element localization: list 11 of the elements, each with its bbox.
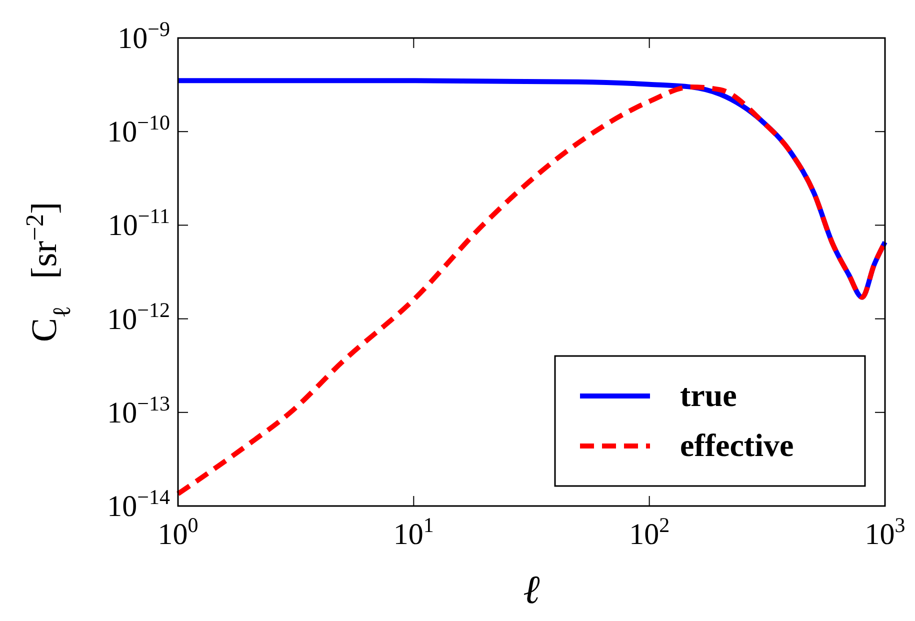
x-axis-title: ℓ: [523, 567, 540, 612]
x-tick-label: 10$^{1}$: [393, 513, 434, 551]
y-tick-label: 10$^{−11}$: [108, 204, 170, 242]
x-tick-label: 10$^{2}$: [629, 513, 670, 551]
y-tick-label: 10$^{−13}$: [107, 391, 170, 430]
y-tick-label: 10$^{−9}$: [118, 17, 170, 55]
y-tick-label: 10$^{−10}$: [107, 110, 170, 149]
legend-label: effective: [680, 427, 794, 463]
legend-label: true: [680, 377, 737, 413]
y-tick-label: 10$^{−12}$: [107, 298, 170, 336]
x-tick-label: 10$^{3}$: [864, 513, 906, 551]
